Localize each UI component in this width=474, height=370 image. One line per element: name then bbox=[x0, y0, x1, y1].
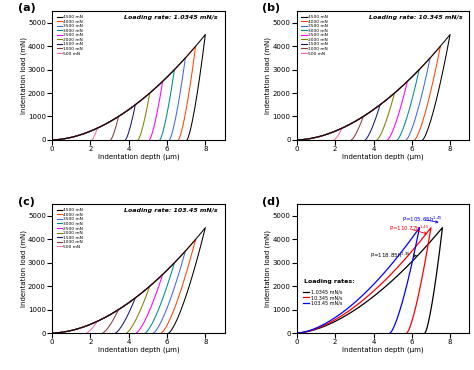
Text: P=110.77h$^{1.45}$: P=110.77h$^{1.45}$ bbox=[389, 224, 429, 234]
Text: Loading rate: 103.45 mN/s: Loading rate: 103.45 mN/s bbox=[124, 208, 218, 213]
Y-axis label: Indentation load (mN): Indentation load (mN) bbox=[20, 37, 27, 114]
Text: (d): (d) bbox=[263, 196, 281, 206]
Text: P=105.65h$^{1.45}$: P=105.65h$^{1.45}$ bbox=[402, 215, 443, 224]
Text: (b): (b) bbox=[263, 3, 281, 13]
X-axis label: Indentation depth (μm): Indentation depth (μm) bbox=[98, 154, 179, 160]
Legend: 4500 mN, 4000 mN, 3500 mN, 3000 mN, 2500 mN, 2000 mN, 1500 mN, 1000 mN, 500 mN: 4500 mN, 4000 mN, 3500 mN, 3000 mN, 2500… bbox=[56, 208, 83, 249]
X-axis label: Indentation depth (μm): Indentation depth (μm) bbox=[342, 154, 424, 160]
X-axis label: Indentation depth (μm): Indentation depth (μm) bbox=[342, 347, 424, 353]
Legend: 4500 mN, 4000 mN, 3500 mN, 3000 mN, 2500 mN, 2000 mN, 1500 mN, 1000 mN, 500 mN: 4500 mN, 4000 mN, 3500 mN, 3000 mN, 2500… bbox=[56, 14, 83, 56]
Text: P=118.85h$^{1.35}$: P=118.85h$^{1.35}$ bbox=[370, 251, 416, 260]
Text: (c): (c) bbox=[18, 196, 35, 206]
Y-axis label: Indentation load (mN): Indentation load (mN) bbox=[265, 37, 271, 114]
Text: Loading rate: 10.345 mN/s: Loading rate: 10.345 mN/s bbox=[369, 15, 462, 20]
Y-axis label: Indentation load (mN): Indentation load (mN) bbox=[265, 230, 271, 307]
Text: (a): (a) bbox=[18, 3, 36, 13]
Legend: 4500 mN, 4000 mN, 3500 mN, 3000 mN, 2500 mN, 2000 mN, 1500 mN, 1000 mN, 500 mN: 4500 mN, 4000 mN, 3500 mN, 3000 mN, 2500… bbox=[301, 14, 328, 56]
Legend: 1.0345 mN/s, 10.345 mN/s, 103.45 mN/s: 1.0345 mN/s, 10.345 mN/s, 103.45 mN/s bbox=[303, 289, 342, 306]
X-axis label: Indentation depth (μm): Indentation depth (μm) bbox=[98, 347, 179, 353]
Text: Loading rate: 1.0345 mN/s: Loading rate: 1.0345 mN/s bbox=[124, 15, 218, 20]
Text: Loading rates:: Loading rates: bbox=[304, 279, 355, 284]
Y-axis label: Indentation load (mN): Indentation load (mN) bbox=[20, 230, 27, 307]
